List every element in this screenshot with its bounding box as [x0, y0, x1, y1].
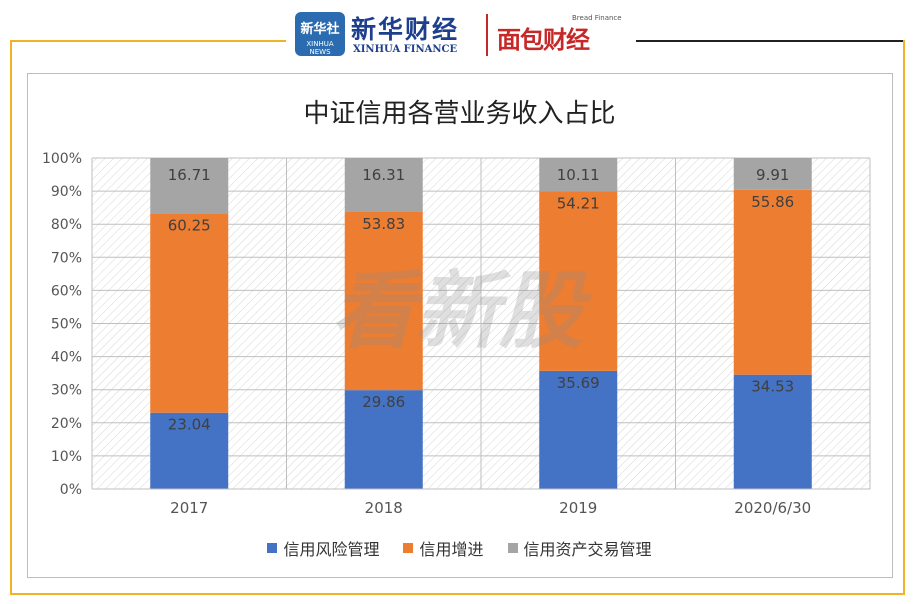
bar-segment	[344, 390, 423, 489]
y-tick-label: 80%	[51, 217, 82, 233]
legend-label: 信用风险管理	[283, 540, 380, 559]
data-label: 9.91	[756, 166, 789, 184]
legend-label: 信用增进	[419, 540, 484, 559]
header: 新华社 XINHUA NEWS 新华财经 XINHUA FINANCE 面包财经…	[295, 8, 630, 62]
y-tick-label: 100%	[42, 151, 82, 167]
outer-frame	[10, 40, 905, 595]
watermark: 看新股	[331, 262, 592, 360]
legend-label: 信用资产交易管理	[523, 540, 652, 559]
data-label: 54.21	[557, 194, 600, 212]
y-tick-label: 50%	[51, 317, 82, 333]
bar-segment	[539, 370, 618, 489]
frame-top-line-right	[636, 40, 905, 42]
y-tick-label: 0%	[60, 482, 82, 498]
legend-swatch	[507, 543, 518, 553]
brand-bread-finance-en: Bread Finance	[572, 14, 622, 22]
xinhua-logo-cn: 新华社	[300, 22, 340, 37]
legend-item: 信用资产交易管理	[507, 536, 652, 560]
legend-item: 信用增进	[403, 536, 484, 560]
x-tick-label: 2019	[559, 499, 597, 517]
data-label: 23.04	[168, 416, 211, 434]
legend: 信用风险管理 信用增进 信用资产交易管理	[0, 536, 919, 560]
y-tick-label: 40%	[51, 350, 82, 366]
data-label: 35.69	[557, 374, 600, 392]
data-label: 55.86	[751, 193, 794, 211]
data-label: 60.25	[168, 216, 211, 234]
bar-segment	[733, 374, 812, 489]
xinhua-logo-en: XINHUA NEWS	[306, 40, 334, 56]
data-label: 29.86	[362, 393, 405, 411]
bar-segment	[539, 191, 618, 371]
header-divider	[486, 14, 488, 56]
y-tick-label: 10%	[51, 449, 82, 465]
brand-xinhua-finance-en: XINHUA FINANCE	[353, 44, 458, 55]
data-label: 16.31	[362, 166, 405, 184]
legend-swatch	[267, 543, 278, 553]
legend-item: 信用风险管理	[267, 536, 379, 560]
brand-xinhua-finance-cn: 新华财经	[351, 15, 460, 44]
data-label: 53.83	[362, 215, 405, 233]
x-tick-label: 2017	[170, 499, 208, 517]
bar-segment	[733, 189, 812, 375]
y-tick-label: 90%	[51, 184, 82, 200]
frame-top-line-left	[10, 40, 286, 42]
bar-segment	[733, 158, 812, 190]
bar-segment	[150, 158, 229, 214]
bar-segment	[344, 211, 423, 391]
bar-segment	[150, 412, 229, 489]
y-tick-label: 70%	[51, 250, 82, 266]
legend-swatch	[403, 543, 414, 553]
data-label: 10.11	[557, 166, 600, 184]
y-tick-label: 20%	[51, 416, 82, 432]
x-axis: 2017 2018 2019 2020/6/30	[92, 488, 870, 517]
data-label: 34.53	[751, 378, 794, 396]
xinhua-logo: 新华社 XINHUA NEWS	[295, 12, 345, 56]
bar-segment	[150, 213, 229, 413]
y-tick-label: 30%	[51, 383, 82, 399]
x-tick-label: 2020/6/30	[734, 499, 811, 517]
y-axis: 0% 10% 20% 30% 40% 50% 60% 70% 80% 90% 100%	[42, 151, 82, 498]
x-tick-label: 2018	[365, 499, 403, 517]
data-label: 16.71	[168, 166, 211, 184]
chart-title: 中证信用各营业务收入占比	[303, 99, 616, 129]
bars: 23.04 60.25 16.71 29.86 53.83 16.31 35.69 54.21…	[150, 158, 812, 489]
brand-bread-finance-cn: 面包财经	[497, 26, 590, 54]
y-tick-label: 60%	[51, 283, 82, 299]
bar-segment	[539, 158, 618, 192]
bar-segment	[344, 158, 423, 212]
